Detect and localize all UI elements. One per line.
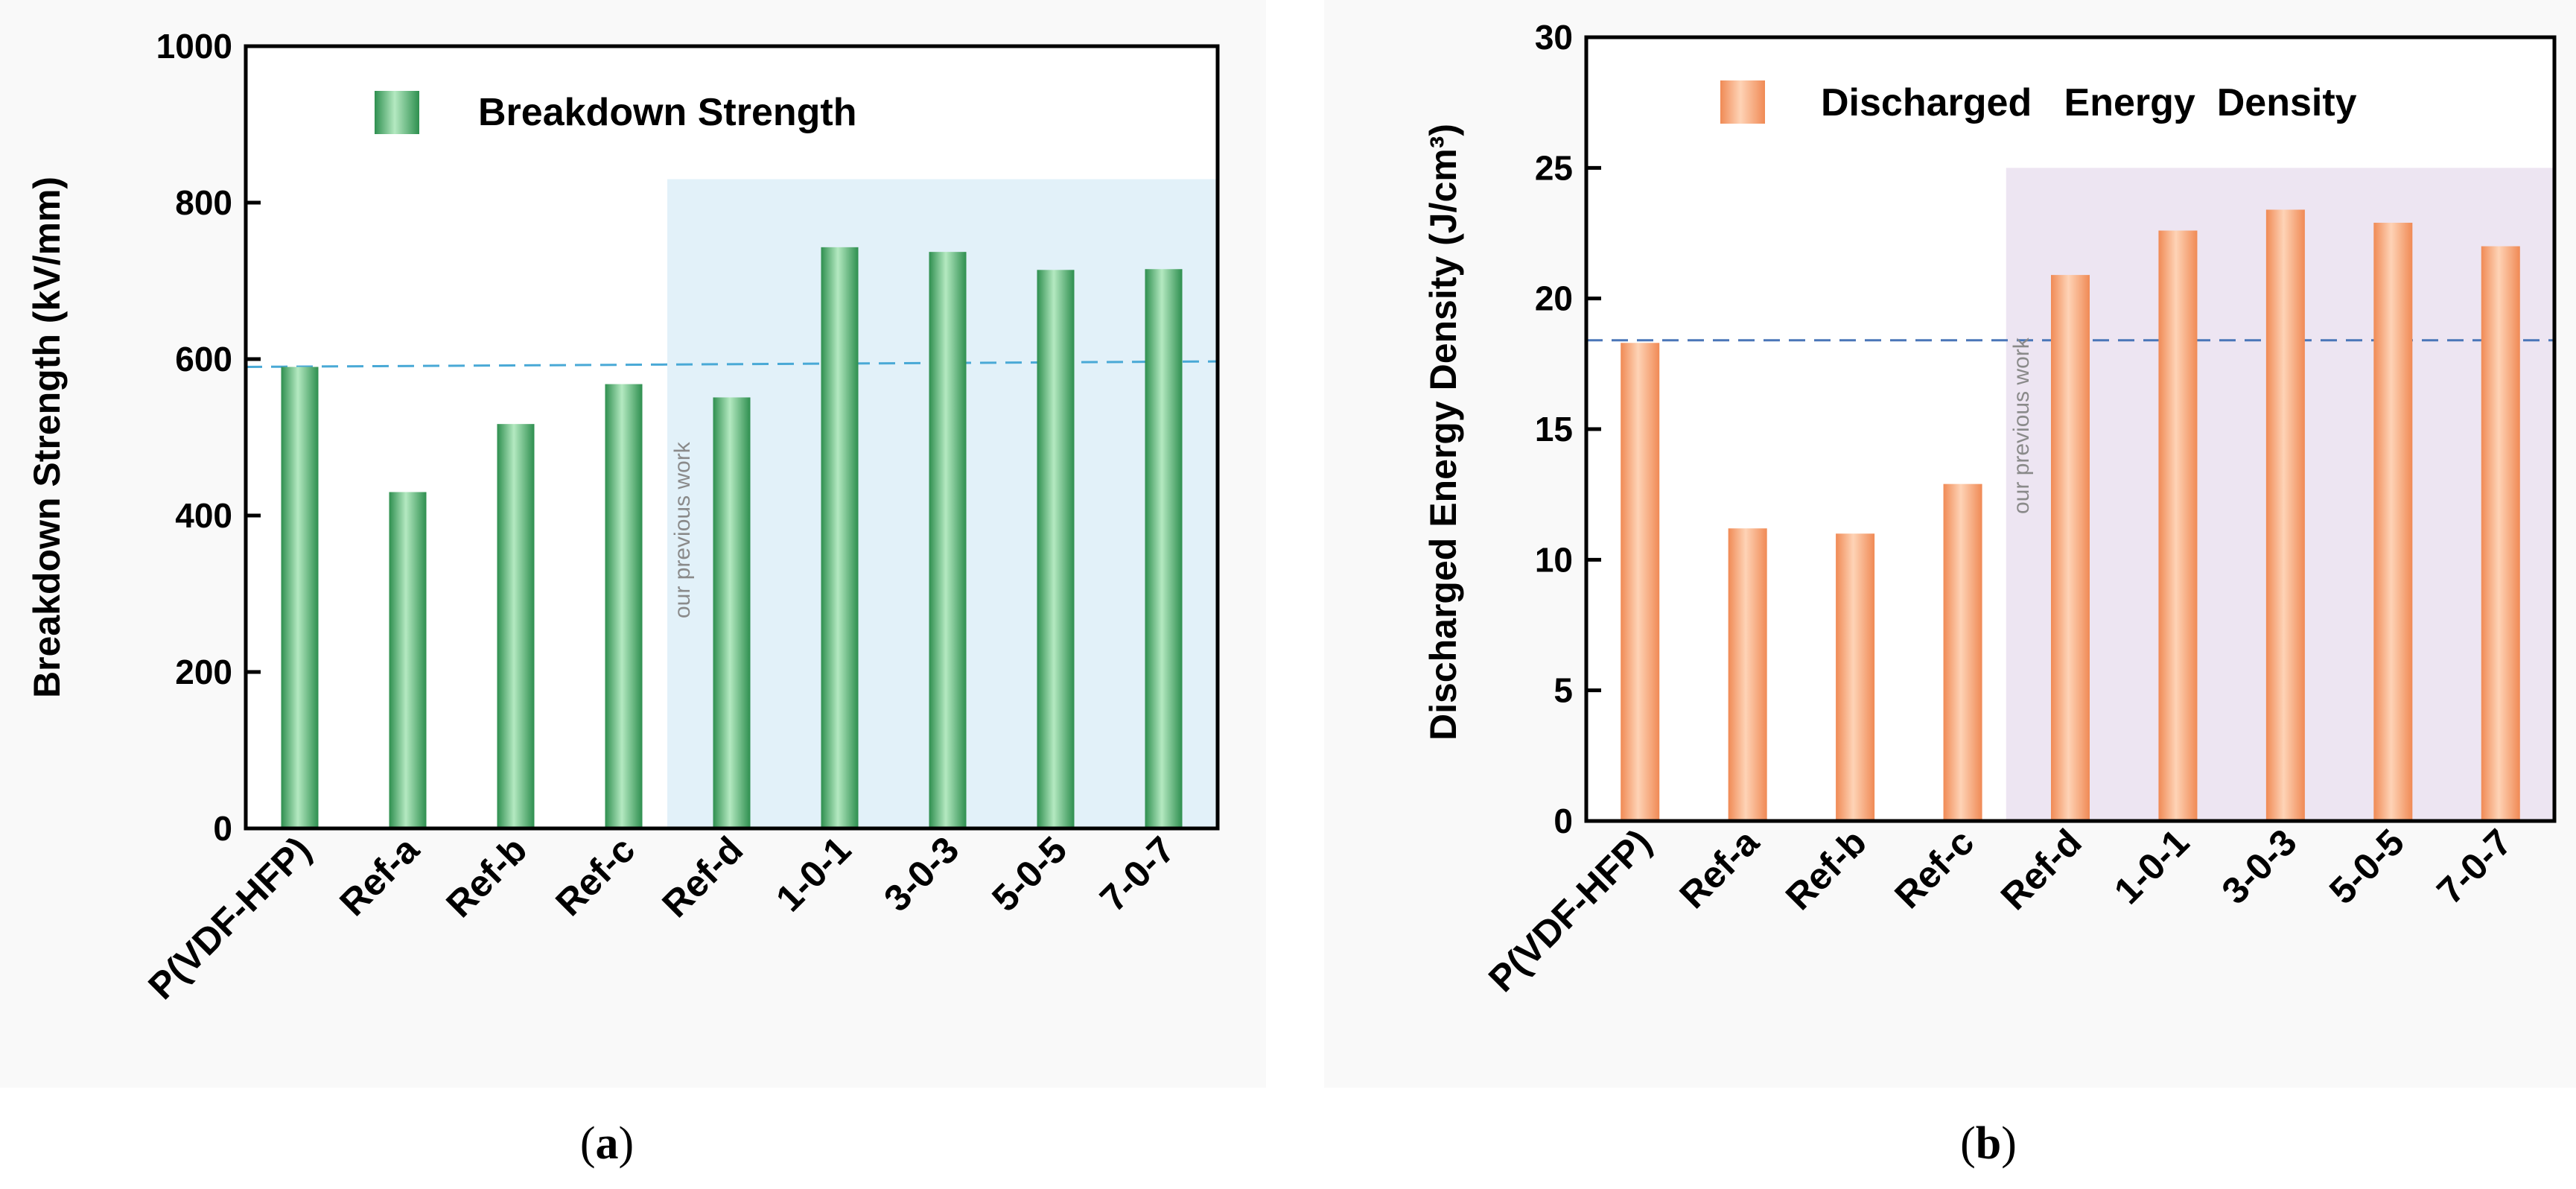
y-tick-label: 20 <box>1535 279 1573 318</box>
y-tick-label: 25 <box>1535 148 1573 187</box>
bar-1-0-1 <box>821 247 859 829</box>
bar-5-0-5 <box>2373 222 2413 821</box>
panel-a-y-axis-label: Breakdown Strength (kV/mm) <box>26 177 68 698</box>
panel-b-y-axis: 0 5 10 15 20 25 30 <box>1535 18 1601 840</box>
panel-b-caption-letter: b <box>1976 1118 2001 1169</box>
bar-Ref-c <box>605 384 643 828</box>
y-tick-label: 30 <box>1535 18 1573 57</box>
panel-a-frame <box>244 44 1220 831</box>
bar-7-0-7 <box>2481 246 2520 821</box>
bar-1-0-1 <box>2158 230 2198 821</box>
bar-P(VDF-HFP) <box>281 367 319 828</box>
bar-5-0-5 <box>1037 270 1075 828</box>
y-tick-label: 600 <box>175 340 232 378</box>
y-tick-label: 1000 <box>156 27 232 66</box>
bar-P(VDF-HFP) <box>1621 343 1660 821</box>
panel-a-legend-swatch <box>375 91 419 134</box>
bar-Ref-a <box>389 492 427 828</box>
bar-7-0-7 <box>1145 269 1183 828</box>
bar-Ref-b <box>1836 533 1875 821</box>
panel-a-bars <box>281 247 1183 829</box>
y-tick-label: 400 <box>175 496 232 535</box>
bar-Ref-a <box>1728 528 1767 821</box>
y-tick-label: 15 <box>1535 410 1573 448</box>
bar-Ref-c <box>1943 483 1982 821</box>
panel-b-bars <box>1621 209 2520 821</box>
panel-a-reference-line <box>245 360 1218 368</box>
panel-a-caption: (a) <box>580 1118 634 1169</box>
panel-a-caption-letter: a <box>596 1118 619 1169</box>
panel-b-region-label: our previous work <box>2009 337 2034 514</box>
y-tick-label: 10 <box>1535 540 1573 579</box>
y-tick-label: 800 <box>175 183 232 222</box>
bar-3-0-3 <box>929 252 967 828</box>
y-tick-label: 5 <box>1553 671 1573 710</box>
bar-Ref-b <box>497 424 535 828</box>
y-tick-label: 0 <box>213 809 232 848</box>
y-tick-label: 0 <box>1553 802 1573 840</box>
bar-3-0-3 <box>2265 209 2305 821</box>
panel-b-legend-label: Discharged Energy Density <box>1821 81 2357 124</box>
panel-b-y-axis-label: Discharged Energy Density (J/cm³) <box>1422 124 1464 741</box>
panel-b-legend-swatch <box>1720 80 1765 124</box>
bar-Ref-d <box>2051 275 2090 821</box>
panel-b-caption: (b) <box>1960 1118 2017 1169</box>
y-tick-label: 200 <box>175 653 232 691</box>
bar-Ref-d <box>713 397 751 828</box>
panel-a-y-axis: 0 200 400 600 800 1000 <box>156 27 261 848</box>
panel-a-region-label: our previous work <box>670 441 695 618</box>
panel-a-legend-label: Breakdown Strength <box>478 91 857 134</box>
